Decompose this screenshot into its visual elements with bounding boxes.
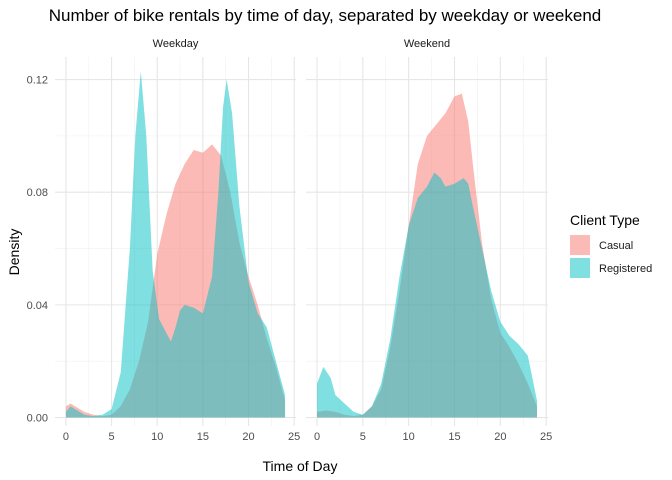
panel-weekend: Weekend 0 5 10 15 20 25 (306, 38, 552, 443)
legend-label: Casual (599, 240, 633, 252)
x-tick-label: 0 (63, 431, 69, 443)
density-area-registered-weekend (317, 172, 537, 418)
facet-label: Weekday (153, 38, 199, 50)
panels-layer: Weekday 0 5 10 15 20 25 0.00 0.04 0.08 0.12 Weekend… (27, 38, 553, 443)
legend-label: Registered (599, 263, 652, 275)
legend-key-registered (570, 258, 590, 278)
x-tick-label: 25 (288, 431, 300, 443)
y-tick-label: 0.04 (27, 300, 48, 312)
legend-title: Client Type (570, 212, 640, 228)
x-tick-label: 15 (448, 431, 460, 443)
y-tick-label: 0.08 (27, 187, 48, 199)
facet-label: Weekend (404, 38, 450, 50)
x-tick-label: 15 (197, 431, 209, 443)
legend: Client Type Casual Registered (570, 212, 652, 278)
x-axis-title: Time of Day (263, 458, 338, 474)
x-tick-label: 25 (540, 431, 552, 443)
density-area-registered-weekday (65, 71, 286, 418)
y-tick-label: 0.00 (27, 413, 48, 425)
x-tick-label: 20 (494, 431, 506, 443)
x-tick-label: 5 (360, 431, 366, 443)
x-tick-label: 10 (403, 431, 415, 443)
x-tick-label: 20 (242, 431, 254, 443)
chart-title: Number of bike rentals by time of day, s… (49, 6, 601, 25)
x-tick-label: 0 (314, 431, 320, 443)
panel-weekday: Weekday 0 5 10 15 20 25 0.00 0.04 0.08 0.12 (27, 38, 301, 443)
legend-key-casual (570, 235, 590, 255)
y-tick-label: 0.12 (27, 75, 48, 87)
y-axis-title: Density (6, 229, 22, 276)
x-tick-label: 5 (109, 431, 115, 443)
x-tick-label: 10 (151, 431, 163, 443)
